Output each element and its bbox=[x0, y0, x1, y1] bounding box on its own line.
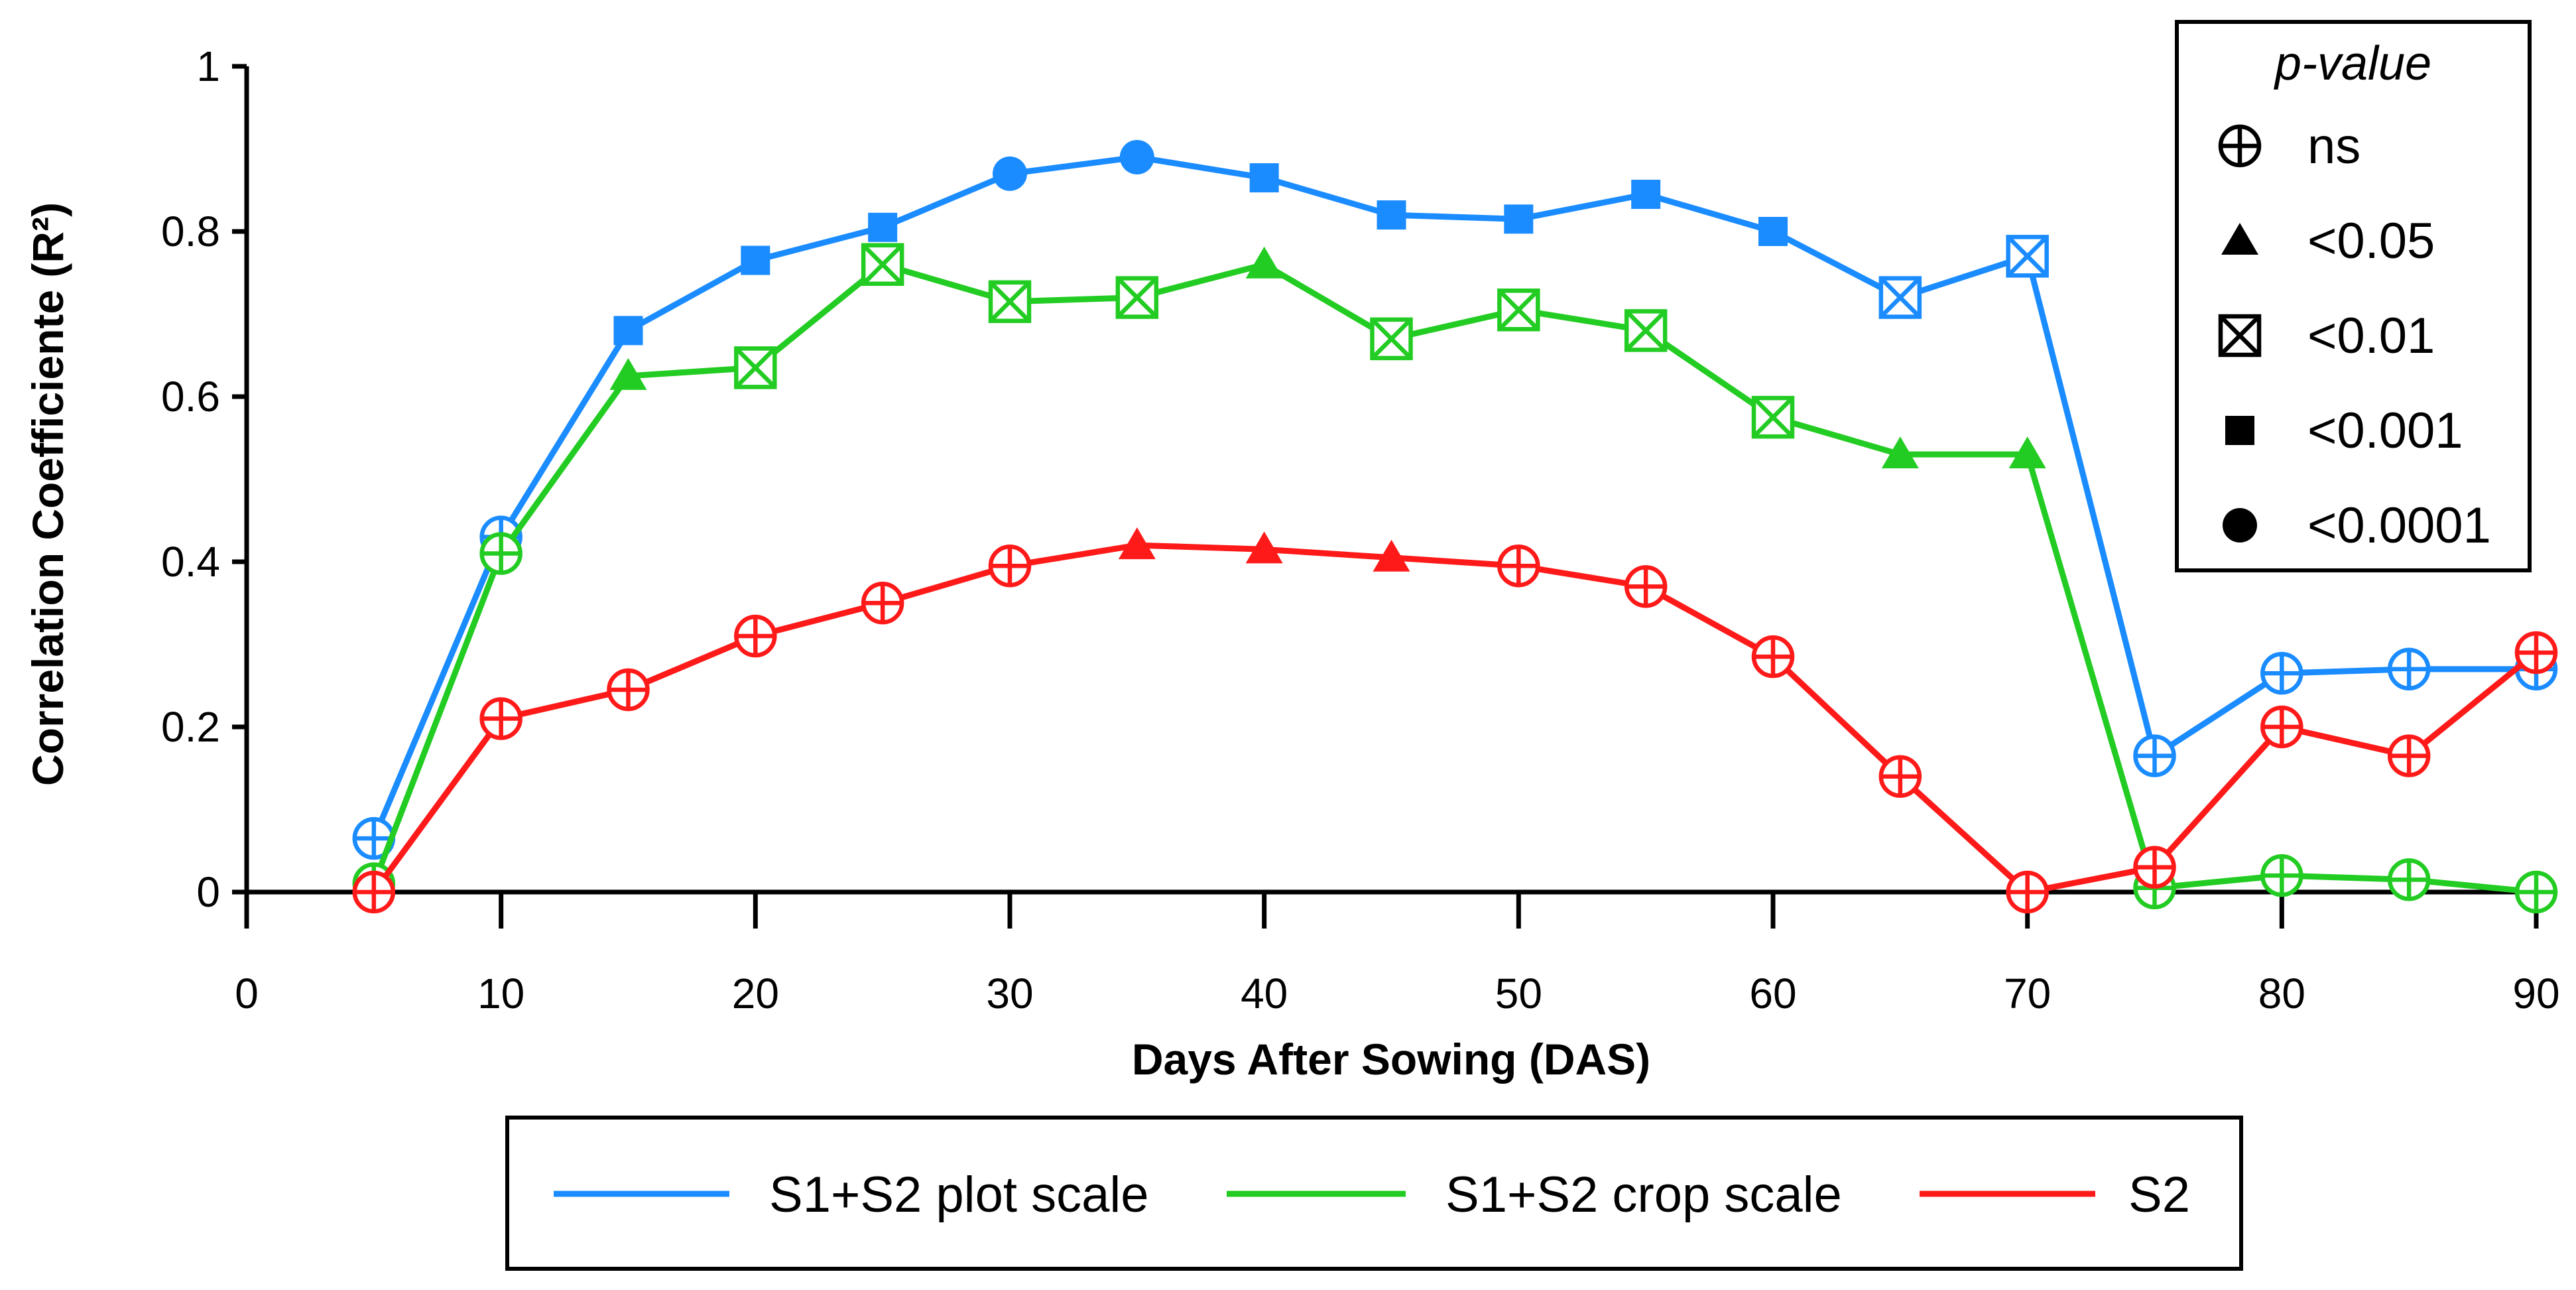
data-point bbox=[1631, 179, 1661, 209]
data-point bbox=[1624, 309, 1668, 352]
data-point bbox=[868, 212, 898, 242]
pvalue-label: <0.0001 bbox=[2307, 497, 2491, 554]
data-point bbox=[613, 316, 643, 346]
series-line bbox=[371, 154, 2536, 840]
data-point bbox=[1115, 276, 1159, 319]
pvalue-label: <0.001 bbox=[2307, 403, 2463, 459]
y-tick-label: 0 bbox=[196, 868, 220, 916]
data-point bbox=[1118, 527, 1156, 560]
pvalue-label: <0.05 bbox=[2307, 213, 2435, 269]
x-tick-label: 60 bbox=[1749, 970, 1796, 1017]
legend-label: S1+S2 plot scale bbox=[769, 1167, 1149, 1223]
data-point bbox=[734, 346, 777, 389]
data-point bbox=[988, 280, 1032, 324]
data-point bbox=[1758, 217, 1788, 246]
pvalue-legend-title: p-value bbox=[2274, 37, 2431, 90]
series-legend: S1+S2 plot scale S1+S2 crop scale S2 bbox=[505, 1116, 2243, 1271]
series-2 bbox=[352, 527, 2558, 914]
pvalue-marker-p05 bbox=[2221, 223, 2258, 255]
data-point bbox=[1504, 204, 1534, 234]
data-point bbox=[2260, 854, 2303, 897]
data-point bbox=[988, 544, 1032, 588]
data-point bbox=[352, 870, 396, 914]
data-point bbox=[734, 614, 777, 658]
data-point bbox=[1245, 246, 1283, 279]
data-point bbox=[1881, 436, 1919, 469]
data-point bbox=[861, 582, 904, 625]
pvalue-legend-items: ns <0.05 <0.01 <0.001 <0.0001 bbox=[2218, 118, 2491, 554]
pvalue-legend: p-value ns <0.05 <0.01 <0.001 <0.0001 bbox=[2175, 20, 2532, 572]
data-point bbox=[1497, 289, 1540, 332]
data-point bbox=[2387, 647, 2431, 691]
x-tick-label: 50 bbox=[1495, 970, 1542, 1017]
pvalue-marker-p01 bbox=[2218, 314, 2262, 357]
data-point bbox=[607, 668, 650, 712]
pvalue-marker-p0001 bbox=[2223, 508, 2257, 543]
data-point bbox=[2387, 858, 2431, 901]
data-point bbox=[1245, 531, 1283, 564]
legend-label: S2 bbox=[2128, 1167, 2190, 1223]
data-point bbox=[1878, 755, 1922, 798]
data-point bbox=[479, 697, 522, 740]
y-axis-title: Correlation Coefficiente (R²) bbox=[23, 202, 72, 786]
plot-area bbox=[352, 139, 2558, 914]
y-ticks: 0 0.2 0.4 0.6 0.8 1 bbox=[161, 42, 247, 916]
x-tick-label: 80 bbox=[2258, 970, 2305, 1017]
data-point bbox=[1751, 635, 1795, 678]
y-tick-label: 0.2 bbox=[161, 703, 220, 751]
data-point bbox=[861, 243, 904, 287]
pvalue-marker-p001 bbox=[2225, 416, 2254, 445]
data-point bbox=[1249, 163, 1279, 193]
series-legend-items: S1+S2 plot scale S1+S2 crop scale S2 bbox=[554, 1167, 2190, 1223]
axes: 0 0.2 0.4 0.6 0.8 1 0 10 20 30 40 50 60 70 80 90 Days … bbox=[23, 42, 2560, 1084]
y-tick-label: 0.8 bbox=[161, 208, 220, 255]
data-point bbox=[479, 532, 522, 575]
x-tick-label: 0 bbox=[235, 970, 259, 1017]
data-point bbox=[741, 245, 770, 275]
pvalue-label: ns bbox=[2307, 118, 2361, 174]
data-point bbox=[609, 357, 647, 390]
data-point bbox=[1497, 544, 1540, 588]
data-point bbox=[2387, 734, 2431, 777]
data-point bbox=[1370, 317, 1413, 361]
pvalue-legend-box bbox=[2175, 20, 2532, 572]
x-tick-label: 40 bbox=[1241, 970, 1288, 1017]
x-tick-label: 10 bbox=[477, 970, 524, 1017]
pvalue-marker-ns bbox=[2218, 124, 2262, 168]
x-tick-label: 90 bbox=[2512, 970, 2559, 1017]
x-tick-label: 70 bbox=[2004, 970, 2051, 1017]
data-point bbox=[2133, 846, 2176, 889]
data-point bbox=[2006, 235, 2049, 278]
x-axis-title: Days After Sowing (DAS) bbox=[1132, 1035, 1650, 1084]
data-point bbox=[2006, 870, 2049, 914]
pvalue-label: <0.01 bbox=[2307, 308, 2435, 364]
data-point bbox=[2514, 631, 2558, 675]
data-point bbox=[2260, 705, 2303, 749]
data-point bbox=[1751, 395, 1795, 439]
data-point bbox=[1377, 200, 1406, 230]
x-tick-label: 30 bbox=[986, 970, 1033, 1017]
data-point bbox=[2133, 734, 2176, 777]
data-point bbox=[2514, 870, 2558, 914]
data-point bbox=[1373, 539, 1410, 572]
data-point bbox=[2260, 651, 2303, 695]
series-line bbox=[371, 542, 2538, 895]
data-point bbox=[993, 156, 1027, 191]
data-point bbox=[1119, 139, 1154, 174]
x-tick-label: 20 bbox=[732, 970, 779, 1017]
y-tick-label: 0.6 bbox=[161, 373, 220, 420]
y-tick-label: 1 bbox=[196, 42, 220, 90]
x-ticks: 0 10 20 30 40 50 60 70 80 90 bbox=[235, 892, 2560, 1017]
data-point bbox=[2008, 436, 2046, 469]
data-point bbox=[352, 816, 396, 860]
legend-label: S1+S2 crop scale bbox=[1445, 1167, 1842, 1223]
y-tick-label: 0.4 bbox=[161, 538, 220, 586]
data-point bbox=[1878, 276, 1922, 319]
data-point bbox=[1624, 565, 1668, 608]
